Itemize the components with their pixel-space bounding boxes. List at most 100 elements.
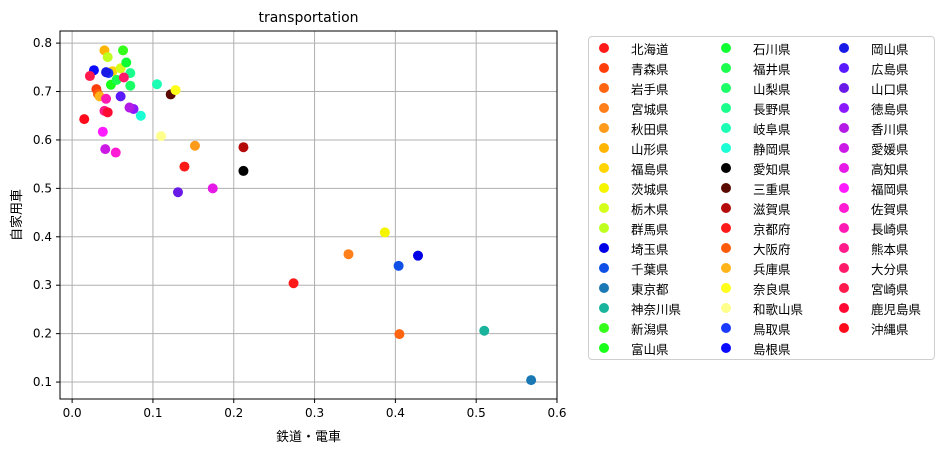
legend-marker xyxy=(721,283,731,293)
legend-marker xyxy=(721,243,731,253)
legend-marker xyxy=(839,303,849,313)
legend-marker xyxy=(721,323,731,333)
legend-item: 千葉県 xyxy=(599,258,669,278)
chart-title: transportation xyxy=(258,10,358,26)
legend-item: 群馬県 xyxy=(599,218,669,238)
legend-marker xyxy=(599,103,609,113)
legend-marker xyxy=(839,243,849,253)
legend-item: 長崎県 xyxy=(839,218,909,238)
data-point xyxy=(97,126,108,137)
legend-marker xyxy=(721,183,731,193)
legend-item: 石川県 xyxy=(721,38,791,58)
axis-ticks: 0.0 0.1 0.2 0.3 0.4 0.5 0.6 0.1 0.2 0.3 0.4 0.5 0.6 0… xyxy=(33,36,567,420)
legend-item: 神奈川県 xyxy=(599,298,681,318)
legend-item: 兵庫県 xyxy=(721,258,791,278)
legend-marker xyxy=(839,43,849,53)
data-points xyxy=(79,45,537,386)
legend-item: 岩手県 xyxy=(599,78,669,98)
legend-item: 宮城県 xyxy=(599,98,669,118)
legend-item: 大分県 xyxy=(839,258,909,278)
legend-label: 沖縄県 xyxy=(871,321,909,337)
y-tick-label: 0.6 xyxy=(33,133,52,147)
legend-label: 宮城県 xyxy=(631,101,669,117)
legend-label: 鳥取県 xyxy=(753,321,791,337)
y-tick-label: 0.4 xyxy=(33,230,52,244)
legend-label: 岐阜県 xyxy=(753,121,791,137)
legend-label: 秋田県 xyxy=(631,121,669,137)
legend-label: 三重県 xyxy=(753,181,791,197)
legend-label: 千葉県 xyxy=(631,261,669,277)
legend-item: 熊本県 xyxy=(839,238,909,258)
legend-label: 長崎県 xyxy=(871,221,909,237)
legend-item: 宮崎県 xyxy=(839,278,909,298)
legend-label: 長野県 xyxy=(753,101,791,117)
legend-item: 栃木県 xyxy=(599,198,669,218)
data-point xyxy=(207,183,218,194)
legend-marker xyxy=(599,303,609,313)
legend-item: 茨城県 xyxy=(599,178,669,198)
legend: 北海道青森県岩手県宮城県秋田県山形県福島県 茨城県栃木県群馬県埼玉県千葉県 東京都神… xyxy=(588,36,935,360)
legend-label: 福岡県 xyxy=(871,181,909,197)
legend-item: 三重県 xyxy=(721,178,791,198)
legend-marker xyxy=(839,103,849,113)
legend-marker xyxy=(599,243,609,253)
legend-item: 長野県 xyxy=(721,98,791,118)
legend-marker xyxy=(721,223,731,233)
legend-label: 埼玉県 xyxy=(631,241,669,257)
legend-marker xyxy=(599,163,609,173)
legend-item: 徳島県 xyxy=(839,98,909,118)
y-tick-label: 0.7 xyxy=(33,85,52,99)
legend-marker xyxy=(599,323,609,333)
data-point xyxy=(115,91,126,102)
legend-marker xyxy=(721,343,731,353)
legend-label: 愛媛県 xyxy=(871,141,909,157)
legend-label: 兵庫県 xyxy=(753,261,791,277)
legend-label: 静岡県 xyxy=(753,141,791,157)
legend-item: 奈良県 xyxy=(721,278,791,298)
data-point xyxy=(125,80,136,91)
legend-label: 福島県 xyxy=(631,161,669,177)
x-tick-label: 0.3 xyxy=(305,406,324,420)
x-tick-label: 0.6 xyxy=(547,406,566,420)
legend-label: 香川県 xyxy=(871,121,909,137)
legend-label: 大阪府 xyxy=(753,241,791,257)
legend-label: 栃木県 xyxy=(631,201,669,217)
y-tick-label: 0.5 xyxy=(33,181,52,195)
legend-item: 福島県 xyxy=(599,158,669,178)
legend-item: 福井県 xyxy=(721,58,791,78)
legend-label: 群馬県 xyxy=(631,221,669,237)
legend-item: 鹿児島県 xyxy=(839,298,921,318)
legend-marker xyxy=(721,63,731,73)
legend-item: 東京都 xyxy=(599,278,669,298)
legend-item: 愛知県 xyxy=(721,158,791,178)
legend-marker xyxy=(839,143,849,153)
data-point xyxy=(288,278,299,289)
legend-marker xyxy=(839,123,849,133)
legend-marker xyxy=(721,123,731,133)
legend-marker xyxy=(721,143,731,153)
data-point xyxy=(156,131,167,142)
legend-marker xyxy=(599,343,609,353)
data-point xyxy=(172,187,183,198)
data-point xyxy=(479,325,490,336)
data-point xyxy=(102,107,113,118)
legend-label: 北海道 xyxy=(631,41,669,57)
legend-item: 広島県 xyxy=(839,58,909,78)
x-axis-label: 鉄道・電車 xyxy=(276,430,341,445)
data-point xyxy=(151,79,162,90)
legend-label: 岩手県 xyxy=(631,81,669,97)
legend-label: 岡山県 xyxy=(871,41,909,57)
data-point xyxy=(110,147,121,158)
legend-label: 福井県 xyxy=(753,61,791,77)
legend-label: 富山県 xyxy=(631,341,669,357)
legend-item: 佐賀県 xyxy=(839,198,909,218)
legend-label: 山形県 xyxy=(631,141,669,157)
legend-marker xyxy=(721,43,731,53)
legend-marker xyxy=(599,43,609,53)
legend-item: 鳥取県 xyxy=(721,318,791,338)
legend-marker xyxy=(599,143,609,153)
legend-item: 富山県 xyxy=(599,338,669,358)
legend-label: 青森県 xyxy=(631,61,669,77)
legend-item: 京都府 xyxy=(721,218,791,238)
